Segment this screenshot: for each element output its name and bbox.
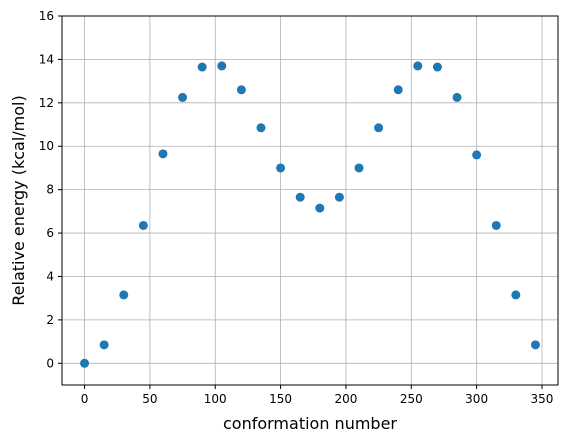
grid — [62, 15, 558, 385]
x-tick-label: 150 — [269, 392, 292, 406]
y-tick-label: 6 — [46, 226, 54, 240]
y-tick-label: 16 — [39, 9, 54, 23]
x-tick-label: 200 — [334, 392, 357, 406]
data-point — [178, 92, 188, 102]
data-point — [119, 290, 129, 300]
data-point — [295, 192, 305, 202]
data-point — [138, 220, 148, 230]
data-point — [276, 163, 286, 173]
data-point — [374, 123, 384, 133]
plot-frame — [61, 15, 559, 386]
x-tick-label: 100 — [204, 392, 227, 406]
data-point — [334, 192, 344, 202]
y-axis-ticks: 0 2 4 6 8 10 12 14 16 — [39, 9, 62, 370]
data-point — [452, 92, 462, 102]
y-tick-label: 0 — [46, 356, 54, 370]
data-point — [99, 340, 109, 350]
y-tick-label: 10 — [39, 139, 54, 153]
data-point — [472, 150, 482, 160]
data-point — [511, 290, 521, 300]
x-tick-label: 50 — [142, 392, 157, 406]
data-point — [530, 340, 540, 350]
data-point — [432, 62, 442, 72]
y-tick-label: 4 — [46, 269, 54, 283]
data-points — [80, 61, 540, 368]
data-point — [197, 62, 207, 72]
y-tick-label: 14 — [39, 52, 54, 66]
y-tick-label: 8 — [46, 183, 54, 197]
x-axis-label: conformation number — [223, 414, 397, 433]
x-tick-label: 250 — [400, 392, 423, 406]
data-point — [491, 220, 501, 230]
y-tick-label: 2 — [46, 313, 54, 327]
data-point — [354, 163, 364, 173]
x-tick-label: 300 — [465, 392, 488, 406]
data-point — [80, 358, 90, 368]
y-axis-label: Relative energy (kcal/mol) — [9, 95, 28, 305]
data-point — [393, 85, 403, 95]
y-tick-label: 12 — [39, 96, 54, 110]
data-point — [256, 123, 266, 133]
data-point — [217, 61, 227, 71]
data-point — [413, 61, 423, 71]
x-tick-label: 0 — [81, 392, 89, 406]
data-point — [236, 85, 246, 95]
data-point — [158, 149, 168, 159]
x-tick-label: 350 — [531, 392, 554, 406]
x-axis-ticks: 0 50 100 150 200 250 300 350 — [81, 385, 554, 406]
data-point — [315, 203, 325, 213]
